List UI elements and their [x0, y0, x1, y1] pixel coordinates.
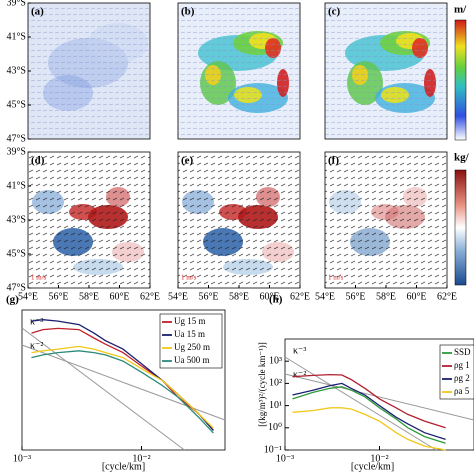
- x-tick-label: 10⁻²: [132, 453, 150, 464]
- legend-label: Ua 500 m: [174, 355, 210, 365]
- series-line: [31, 345, 214, 429]
- y-tick-label: 47°S: [6, 282, 26, 293]
- slope-annotation: κ⁻³: [30, 316, 43, 327]
- y-axis-label: [(kg/m³)²/(cycle km⁻¹)]: [257, 342, 267, 427]
- x-tick-label: 60°E: [259, 291, 279, 302]
- panel-label: (g): [6, 294, 19, 306]
- legend-label: Ug 15 m: [174, 316, 206, 326]
- series-line: [292, 382, 446, 441]
- scale-label: 1 m/s: [328, 274, 344, 282]
- legend-label: Ua 15 m: [174, 329, 205, 339]
- legend: [159, 313, 223, 369]
- x-tick-label: 54°E: [18, 291, 38, 302]
- x-tick-label: 58°E: [376, 291, 396, 302]
- panel-label: (h): [269, 294, 283, 306]
- series-line: [31, 350, 214, 434]
- slope-annotation: κ⁻²: [30, 340, 43, 351]
- x-tick-label: 56°E: [48, 291, 68, 302]
- y-tick-label: 41°S: [6, 180, 26, 191]
- y-tick-label: 10²: [269, 378, 282, 389]
- vector-field: [178, 152, 300, 288]
- x-tick-label: 60°E: [109, 291, 129, 302]
- panel-label: (d): [31, 155, 45, 167]
- y-tick-label: 47°S: [6, 133, 26, 144]
- y-tick-label: 41°S: [6, 31, 26, 42]
- x-tick-label: 62°E: [437, 291, 457, 302]
- x-tick-label: 62°E: [140, 291, 160, 302]
- x-tick-label: 58°E: [79, 291, 99, 302]
- legend-label: SSD: [454, 347, 471, 357]
- map-field: [28, 152, 150, 288]
- colorbar: [454, 169, 467, 286]
- legend-label: Ug 250 m: [174, 342, 210, 352]
- y-tick-label: 10¹: [269, 400, 282, 411]
- y-tick-label: 10⁻¹: [264, 444, 282, 455]
- x-tick-label: 62°E: [290, 291, 310, 302]
- x-tick-label: 56°E: [345, 291, 365, 302]
- vector-field: [28, 3, 150, 139]
- map-field: [325, 152, 447, 288]
- scale-label: 1 m/s: [31, 274, 47, 282]
- y-tick-label: 45°S: [6, 99, 26, 110]
- x-tick-label: 58°E: [229, 291, 249, 302]
- x-axis-label: [cycle/km]: [102, 461, 145, 472]
- slope-annotation: κ⁻²: [293, 369, 306, 380]
- x-tick-label: 60°E: [406, 291, 426, 302]
- y-tick-label: 45°S: [6, 248, 26, 259]
- panel-label: (c): [328, 6, 341, 18]
- reference-slope: [21, 327, 185, 451]
- legend-label: ρa 5: [454, 386, 470, 396]
- x-tick-label: 54°E: [315, 291, 335, 302]
- reference-slope: [284, 373, 474, 421]
- x-tick-label: 56°E: [198, 291, 218, 302]
- legend-label: ρg 2: [454, 373, 470, 383]
- y-tick-label: 43°S: [6, 214, 26, 225]
- colorbar-label: kg/: [454, 152, 470, 164]
- panel-label: (f): [328, 155, 339, 167]
- panel-label: (b): [181, 6, 195, 18]
- x-tick-label: 10⁻³: [13, 453, 31, 464]
- map-field: [28, 3, 150, 139]
- slope-annotation: κ⁻³: [293, 345, 306, 356]
- x-tick-label: 10⁻²: [370, 453, 388, 464]
- legend: [439, 344, 474, 400]
- scale-label: 1 m/s: [181, 274, 197, 282]
- vector-field: [28, 152, 150, 288]
- x-tick-label: 54°E: [168, 291, 188, 302]
- map-field: [178, 152, 300, 288]
- y-tick-label: 43°S: [6, 65, 26, 76]
- y-tick-label: 10⁰: [268, 422, 282, 433]
- y-tick-label: 39°S: [6, 146, 26, 157]
- vector-field: [325, 3, 447, 139]
- map-frame: [324, 2, 448, 140]
- series-line: [292, 407, 446, 451]
- legend-label: ρg 1: [454, 360, 470, 370]
- y-tick-label: 10³: [269, 355, 282, 366]
- colorbar: [454, 19, 467, 141]
- map-field: [325, 3, 447, 139]
- series-line: [292, 373, 446, 429]
- panel-label: (e): [181, 155, 194, 167]
- colorbar-label: m/: [454, 4, 467, 16]
- panel-label: (a): [31, 6, 44, 18]
- x-tick-label: 10⁻³: [276, 453, 294, 464]
- map-field: [178, 3, 300, 139]
- vector-field: [325, 152, 447, 288]
- vector-field: [178, 3, 300, 139]
- x-axis-label: [cycle/km]: [351, 461, 394, 472]
- map-frame: [177, 2, 301, 140]
- reference-slope: [284, 356, 437, 451]
- y-tick-label: 39°S: [6, 0, 26, 8]
- series-line: [292, 386, 446, 444]
